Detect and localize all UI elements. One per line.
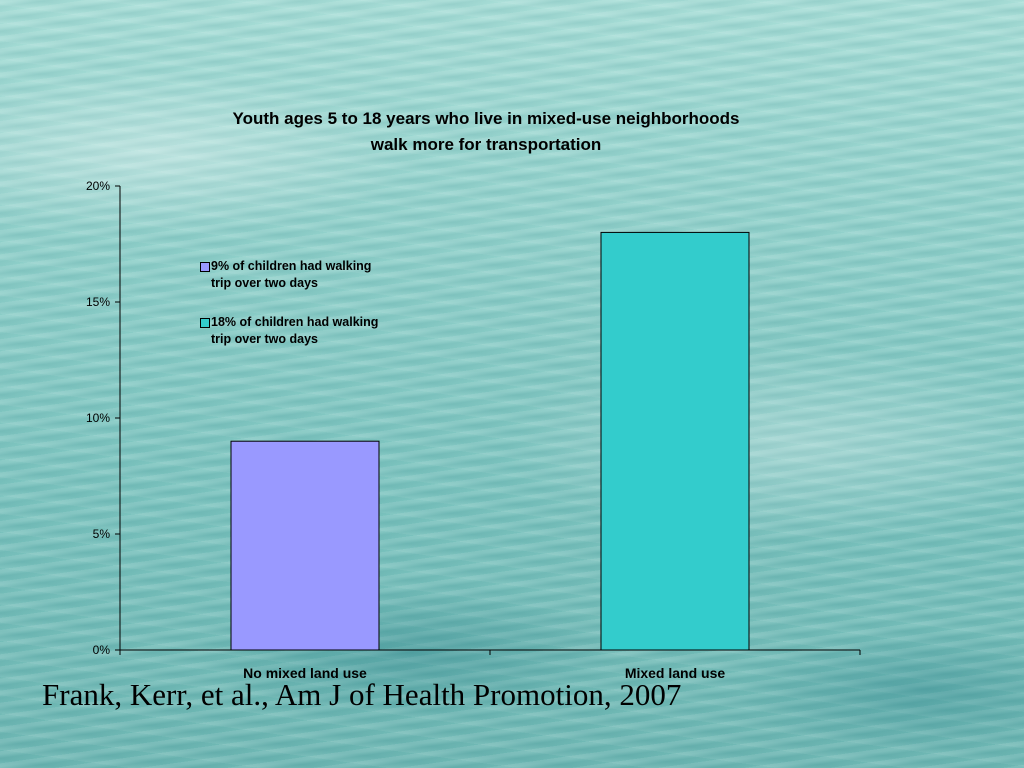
legend-label-mixed-line-2: trip over two days bbox=[211, 332, 318, 346]
chart-category-labels: No mixed land use Mixed land use bbox=[243, 665, 725, 681]
legend-swatch-no-mixed bbox=[200, 262, 210, 272]
legend-item-no-mixed: 9% of children had walking trip over two… bbox=[200, 258, 410, 292]
citation: Frank, Kerr, et al., Am J of Health Prom… bbox=[42, 677, 682, 712]
y-tick-label: 10% bbox=[86, 411, 110, 425]
bar-1 bbox=[230, 440, 380, 651]
chart-title-line-1: Youth ages 5 to 18 years who live in mix… bbox=[232, 109, 740, 128]
legend-label-no-mixed-line-2: trip over two days bbox=[211, 276, 318, 290]
x-category-label: No mixed land use bbox=[243, 665, 367, 681]
chart-title: Youth ages 5 to 18 years who live in mix… bbox=[160, 106, 812, 158]
legend-label-mixed-line-1: 18% of children had walking bbox=[211, 315, 379, 329]
y-tick-label: 5% bbox=[93, 527, 111, 541]
y-tick-label: 15% bbox=[86, 295, 110, 309]
legend-item-mixed: 18% of children had walking trip over tw… bbox=[200, 314, 410, 348]
chart-legend: 9% of children had walking trip over two… bbox=[200, 258, 410, 370]
bar-2 bbox=[600, 231, 750, 651]
chart-bars bbox=[230, 231, 750, 651]
legend-label-no-mixed-line-1: 9% of children had walking bbox=[211, 259, 372, 273]
x-category-label: Mixed land use bbox=[625, 665, 726, 681]
y-tick-label: 0% bbox=[93, 643, 111, 657]
y-tick-label: 20% bbox=[86, 179, 110, 193]
chart-title-line-2: walk more for transportation bbox=[370, 135, 602, 154]
chart-y-ticks: 0% 5% 10% 15% 20% bbox=[86, 179, 120, 657]
legend-swatch-mixed bbox=[200, 318, 210, 328]
